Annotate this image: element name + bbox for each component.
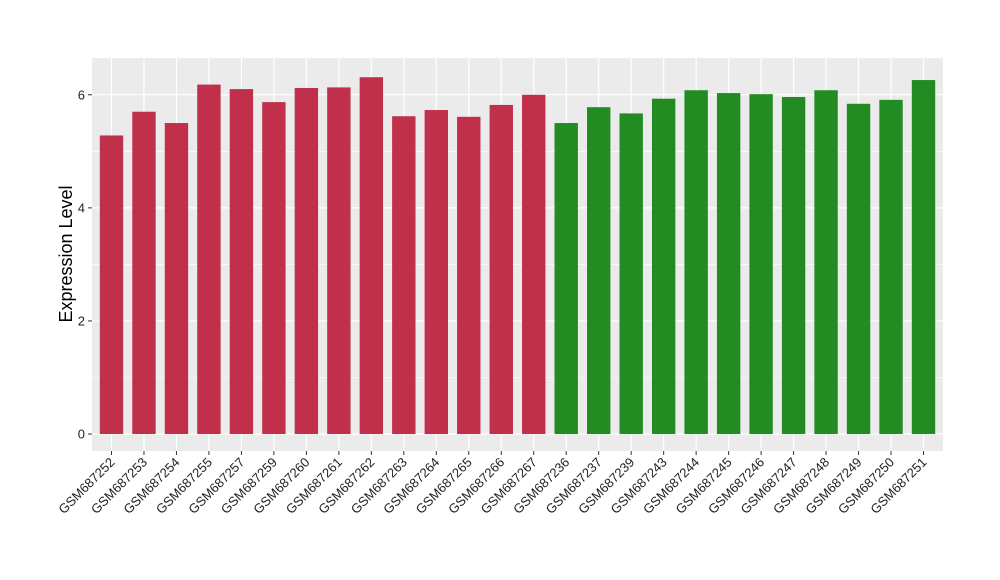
bar-gsm687264: [424, 110, 448, 435]
bar-gsm687252: [99, 135, 124, 435]
y-tick-label: 0: [78, 427, 85, 442]
y-axis-title: Expression Level: [56, 185, 76, 322]
bars: [99, 77, 936, 435]
bar-gsm687236: [554, 123, 578, 435]
bar-gsm687260: [294, 87, 319, 435]
bar-gsm687246: [749, 94, 773, 435]
bar-gsm687254: [164, 123, 189, 435]
bar-gsm687259: [262, 102, 286, 435]
x-axis-ticks: GSM687252GSM687253GSM687254GSM687255GSM6…: [55, 451, 930, 517]
bar-gsm687237: [587, 107, 611, 435]
y-tick-label: 2: [78, 313, 85, 328]
bar-gsm687248: [814, 90, 838, 435]
bar-gsm687266: [489, 104, 513, 435]
y-tick-label: 4: [78, 200, 85, 215]
bar-gsm687262: [359, 77, 384, 435]
bar-gsm687247: [781, 97, 806, 435]
bar-gsm687263: [392, 116, 416, 435]
bar-gsm687249: [846, 103, 871, 435]
y-tick-label: 6: [78, 87, 85, 102]
bar-gsm687265: [457, 116, 481, 435]
bar-gsm687267: [522, 94, 546, 435]
bar-gsm687244: [684, 90, 708, 435]
bar-gsm687239: [619, 113, 643, 435]
y-axis-ticks: 0 2 4 6: [78, 87, 92, 442]
bar-gsm687243: [651, 98, 676, 435]
bar-gsm687255: [197, 84, 221, 435]
bar-gsm687257: [229, 89, 254, 435]
bar-gsm687245: [716, 93, 741, 435]
bar-gsm687251: [911, 80, 936, 435]
bar-gsm687250: [879, 99, 903, 435]
bar-gsm687261: [327, 87, 351, 435]
bar-gsm687253: [132, 111, 156, 435]
